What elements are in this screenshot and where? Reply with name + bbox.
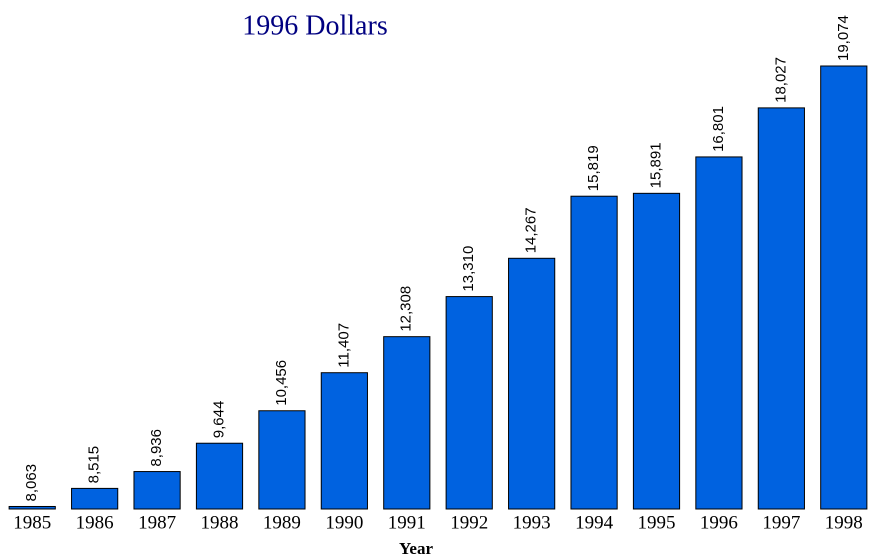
bar	[133, 471, 181, 510]
value-label: 9,644	[210, 401, 227, 439]
x-tick-label: 1989	[263, 512, 301, 533]
bar	[757, 107, 805, 510]
x-tick-label: 1987	[138, 512, 176, 533]
bar	[320, 372, 368, 510]
x-tick-label: 1996	[700, 512, 738, 533]
x-tick-label: 1990	[325, 512, 363, 533]
x-tick-label: 1994	[575, 512, 614, 533]
x-tick-label: 1997	[762, 512, 800, 533]
value-label: 13,310	[460, 246, 477, 292]
x-tick-label: 1985	[13, 512, 51, 533]
value-label: 8,936	[148, 429, 165, 467]
bar	[695, 156, 743, 510]
bar	[8, 505, 56, 510]
x-tick-label: 1995	[638, 512, 676, 533]
bar	[383, 336, 431, 510]
chart-title: 1996 Dollars	[242, 10, 387, 41]
bar	[570, 195, 618, 510]
value-label: 8,063	[23, 464, 40, 502]
bar	[445, 296, 493, 510]
value-label: 12,308	[398, 286, 415, 332]
value-label: 16,801	[710, 106, 727, 152]
bar	[71, 487, 119, 510]
x-tick-label: 1992	[450, 512, 488, 533]
x-tick-label: 1988	[201, 512, 239, 533]
x-tick-label: 1998	[825, 512, 863, 533]
x-tick-label: 1986	[76, 512, 114, 533]
value-label: 18,027	[772, 57, 789, 103]
value-label: 10,456	[273, 360, 290, 406]
value-label: 14,267	[523, 207, 540, 253]
value-label: 15,891	[647, 142, 664, 188]
value-label: 11,407	[335, 323, 352, 368]
value-label: 19,074	[835, 15, 852, 61]
x-tick-label: 1993	[513, 512, 551, 533]
bar	[258, 410, 306, 510]
bar	[632, 192, 681, 510]
value-label: 8,515	[86, 446, 103, 484]
x-axis-title: Year	[399, 539, 433, 558]
bar	[195, 442, 244, 510]
x-tick-label: 1991	[388, 512, 426, 533]
bar	[820, 65, 868, 510]
value-label: 15,819	[585, 145, 602, 191]
bar	[508, 257, 556, 510]
